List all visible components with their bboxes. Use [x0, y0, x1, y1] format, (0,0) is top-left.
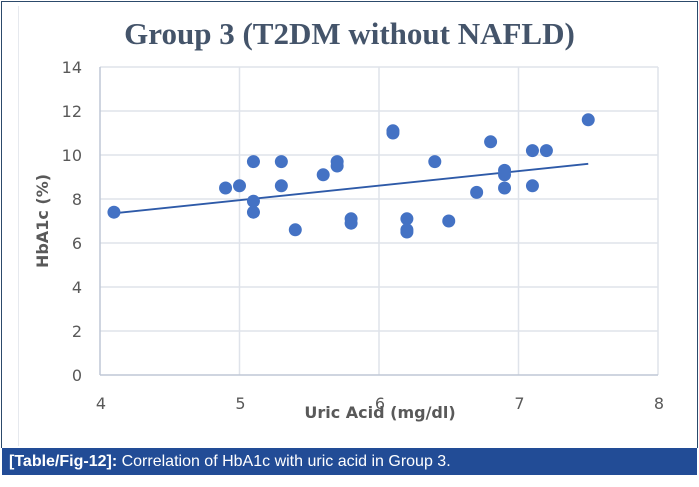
chart-title: Group 3 (T2DM without NAFLD) [124, 16, 575, 51]
data-point [219, 181, 233, 195]
data-point [107, 205, 121, 219]
data-point [316, 168, 330, 182]
y-tick-label: 8 [72, 190, 82, 209]
data-point [386, 126, 400, 140]
x-tick-label: 7 [514, 394, 524, 413]
tick-labels: 0 2 4 6 8 10 12 14 4 5 6 7 8 [62, 58, 664, 413]
data-point [233, 179, 246, 193]
trendline-group [113, 162, 589, 215]
caption-label: [Table/Fig-12]: [9, 453, 118, 470]
x-tick-label: 5 [235, 394, 245, 413]
data-point [470, 185, 484, 199]
x-tick-label: 6 [375, 394, 385, 413]
data-point [274, 155, 288, 169]
y-tick-label: 10 [62, 146, 82, 165]
trendline [113, 162, 589, 215]
data-point [288, 223, 302, 237]
data-point [246, 194, 260, 208]
x-axis-label: Uric Acid (mg/dl) [304, 403, 455, 422]
data-points [107, 113, 595, 239]
gridlines [100, 66, 659, 375]
x-tick-label: 4 [96, 394, 106, 413]
data-point [539, 144, 553, 158]
y-tick-label: 14 [62, 58, 82, 77]
y-tick-label: 0 [72, 366, 82, 385]
data-point [246, 155, 260, 169]
data-point [484, 135, 498, 149]
data-point [400, 212, 414, 226]
chart-area-edge [18, 6, 19, 446]
y-axis-label: HbA1c (%) [33, 174, 52, 268]
caption-text: Correlation of HbA1c with uric acid in G… [117, 453, 451, 470]
figure-caption: [Table/Fig-12]: Correlation of HbA1c wit… [2, 448, 697, 475]
data-point [400, 225, 414, 239]
y-tick-label: 4 [72, 278, 82, 297]
y-tick-label: 12 [62, 102, 82, 121]
data-point [246, 205, 260, 219]
axes [99, 67, 658, 376]
data-point [498, 168, 512, 182]
data-point [498, 181, 512, 195]
data-point [274, 179, 288, 193]
data-point [344, 216, 358, 230]
data-point [525, 144, 539, 158]
data-point [581, 113, 595, 127]
data-point [428, 155, 442, 169]
data-point [442, 214, 456, 228]
x-tick-label: 8 [654, 394, 664, 413]
y-tick-label: 2 [72, 322, 82, 341]
data-point [330, 159, 344, 173]
data-point [525, 179, 539, 193]
y-tick-label: 6 [72, 234, 82, 253]
